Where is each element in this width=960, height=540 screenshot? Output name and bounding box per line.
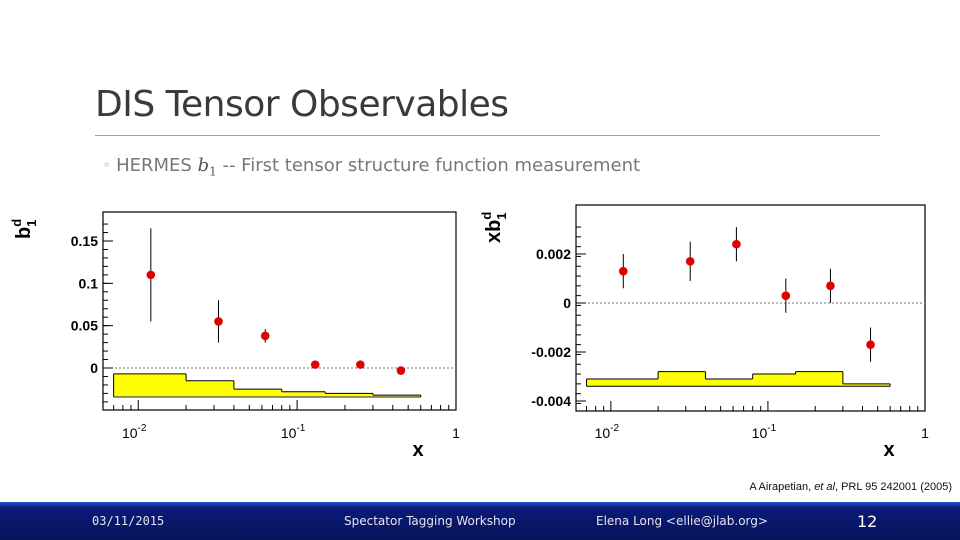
systematic-band-bin: [658, 371, 706, 387]
citation-reference: , PRL 95 242001 (2005): [834, 481, 952, 493]
y-tick-label: 0.15: [71, 233, 98, 249]
citation: A Airapetian, et al, PRL 95 242001 (2005…: [749, 481, 952, 493]
y-axis-label: xbd1: [479, 212, 509, 243]
x-tick-label-base: 10: [595, 425, 611, 441]
x-tick-label-exponent: -1: [296, 423, 305, 434]
y-tick-label: 0: [563, 295, 571, 311]
x-tick-label-base: 1: [452, 425, 460, 441]
bullet-prefix: HERMES: [116, 155, 192, 176]
y-axis-label-superscript: d: [9, 219, 24, 227]
y-axis-label-main: xb: [483, 220, 505, 243]
data-point: [826, 281, 835, 291]
x-tick-label-base: 10: [122, 425, 138, 441]
systematic-band-bin: [586, 378, 659, 387]
systematic-band-bin: [281, 391, 326, 397]
data-point: [685, 257, 695, 266]
x-tick-label-exponent: -2: [610, 423, 619, 434]
footer-event: Spectator Tagging Workshop: [344, 514, 516, 528]
bullet-math-letter: b: [197, 155, 210, 176]
page-number: 12: [857, 512, 878, 531]
data-point: [310, 360, 320, 369]
bullet-suffix: -- First tensor structure function measu…: [222, 155, 641, 176]
bullet-math-subscript: 1: [209, 164, 217, 179]
x-tick-label: 1: [452, 425, 460, 441]
y-axis-label-subscript: 1: [494, 212, 509, 219]
systematic-band-bin: [233, 389, 282, 397]
y-axis-label: bd1: [9, 219, 39, 239]
data-point: [356, 360, 365, 369]
y-tick-label: 0.05: [71, 318, 98, 334]
footer-date: 03/11/2015: [92, 514, 165, 528]
bullet-item: ◦ HERMES b1 -- First tensor structure fun…: [103, 155, 640, 179]
systematic-band-bin: [113, 373, 187, 397]
systematic-band-bin: [705, 378, 753, 387]
data-point: [618, 266, 628, 276]
bullet-marker-icon: ◦: [103, 158, 111, 172]
data-point: [866, 340, 875, 349]
data-point: [260, 331, 270, 341]
bullet-math-symbol: b1: [197, 155, 217, 179]
y-tick-label: 0.002: [536, 246, 571, 262]
footer-bar: 03/11/2015 Spectator Tagging Workshop El…: [0, 502, 960, 540]
x-tick-label-exponent: -2: [138, 423, 147, 434]
y-axis-label-main: b: [13, 227, 35, 239]
systematic-band-bin: [752, 374, 796, 387]
x-axis-label: x: [412, 439, 423, 461]
x-axis-label: x: [883, 439, 894, 461]
citation-authors: A Airapetian,: [749, 481, 815, 493]
y-tick-label: -0.004: [531, 393, 571, 409]
y-tick-label: 0.1: [79, 275, 99, 291]
data-point: [214, 317, 223, 326]
systematic-band-bin: [372, 395, 421, 397]
y-axis-label-subscript: 1: [24, 220, 39, 227]
x-tick-label: 10-1: [752, 423, 777, 441]
slide-title: DIS Tensor Observables: [95, 84, 509, 125]
footer-author: Elena Long <ellie@jlab.org>: [596, 514, 768, 528]
systematic-band-bin: [325, 393, 373, 397]
y-tick-label: -0.002: [531, 344, 571, 360]
x-tick-label-base: 1: [921, 425, 929, 441]
data-point: [146, 270, 156, 280]
x-tick-label: 10-2: [122, 423, 147, 441]
systematic-band-bin: [795, 371, 843, 387]
citation-etal: et al: [814, 481, 835, 493]
x-tick-label-exponent: -1: [767, 423, 776, 434]
systematic-band-bin: [186, 380, 234, 397]
data-point: [781, 291, 791, 300]
plot-frame: [102, 211, 457, 411]
data-point: [396, 366, 406, 375]
x-tick-label: 10-2: [595, 423, 620, 441]
title-divider: [95, 135, 880, 136]
x-tick-label: 1: [921, 425, 929, 441]
x-tick-label-base: 10: [752, 425, 768, 441]
y-axis-label-superscript: d: [479, 212, 494, 220]
systematic-band-bin: [842, 383, 891, 387]
x-tick-label-base: 10: [281, 425, 297, 441]
y-tick-label: 0: [90, 360, 98, 376]
data-point: [732, 239, 741, 249]
x-tick-label: 10-1: [281, 423, 306, 441]
plot-frame: [575, 204, 926, 412]
